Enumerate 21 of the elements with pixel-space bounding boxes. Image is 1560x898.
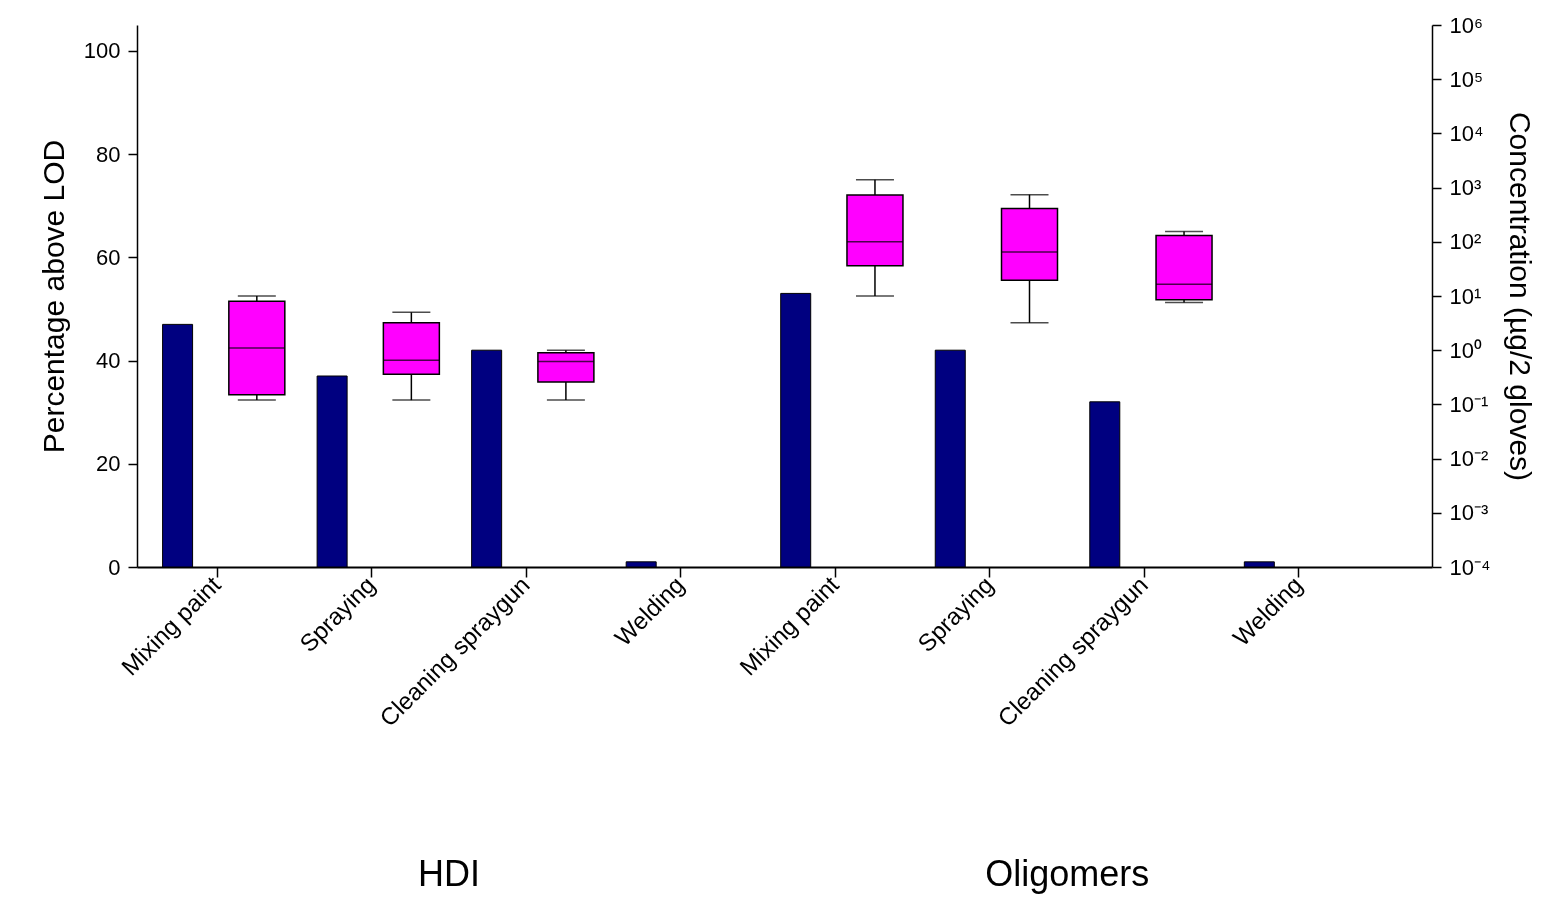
y-tick-label: 60 — [96, 244, 121, 270]
text: HDI — [418, 853, 481, 894]
y2-tick-label: 10³ — [1449, 175, 1482, 201]
y2-tick-label: 10⁰ — [1449, 337, 1482, 363]
y-tick-label: 20 — [96, 451, 121, 477]
y2-tick-label: 10⁻³ — [1449, 500, 1489, 526]
y-tick-label: 100 — [83, 38, 121, 64]
y-tick-label: 40 — [96, 348, 121, 374]
y2-tick-label: 10⁻² — [1449, 446, 1489, 472]
y-tick-label: 80 — [96, 141, 121, 167]
y2-tick-label: 10⁻¹ — [1449, 391, 1489, 417]
y-axis-title: Percentage above LOD — [36, 139, 70, 454]
y2-tick-label: 10⁻⁴ — [1449, 554, 1491, 580]
y2-tick-label: 10⁶ — [1449, 12, 1484, 38]
y-tick-label: 0 — [108, 554, 121, 580]
y2-tick-label: 10⁴ — [1449, 120, 1484, 146]
y2-tick-label: 10⁵ — [1449, 66, 1484, 92]
y2-tick-label: 10¹ — [1449, 283, 1482, 309]
text: Oligomers — [985, 853, 1150, 894]
y2-axis-title: Concentration (µg/2 gloves) — [1504, 111, 1538, 482]
y2-tick-label: 10² — [1449, 229, 1482, 255]
